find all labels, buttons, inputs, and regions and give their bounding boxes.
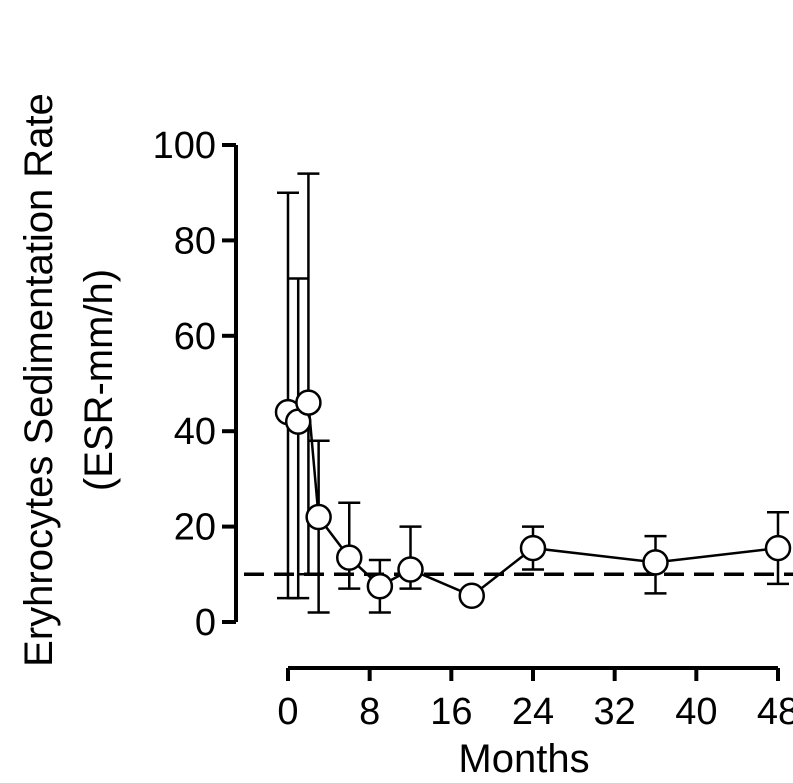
x-axis-title: Months xyxy=(458,737,589,778)
x-tick-label: 48 xyxy=(757,691,793,733)
error-bars xyxy=(277,172,789,614)
y-tick-label: 100 xyxy=(153,125,216,167)
data-point xyxy=(458,582,485,610)
x-tick-label: 8 xyxy=(359,691,380,733)
data-point xyxy=(764,534,792,562)
data-point xyxy=(397,556,424,583)
y-tick-label: 0 xyxy=(195,602,216,644)
x-axis: 0 8 16 24 32 40 48 xyxy=(277,666,793,733)
data-point xyxy=(305,503,332,531)
y-tick-label: 20 xyxy=(174,507,216,549)
x-tick-label: 24 xyxy=(512,691,554,733)
data-point xyxy=(642,549,669,576)
y-axis: 0 20 40 60 80 100 xyxy=(153,125,238,644)
data-point xyxy=(336,544,363,571)
data-markers xyxy=(274,389,792,610)
x-tick-label: 0 xyxy=(277,691,298,733)
y-tick-label: 40 xyxy=(174,411,216,453)
data-point xyxy=(366,572,394,600)
x-tick-label: 40 xyxy=(675,691,717,733)
y-tick-label: 80 xyxy=(174,220,216,262)
x-tick-label: 16 xyxy=(430,691,472,733)
data-point xyxy=(295,389,322,416)
y-tick-label: 60 xyxy=(174,316,216,358)
y-axis-title-line-1: Eryhrocytes Sedimentation Rate xyxy=(17,93,61,667)
x-tick-label: 32 xyxy=(594,691,636,733)
data-point xyxy=(519,534,547,562)
y-axis-title-line-2: (ESR-mm/h) xyxy=(77,269,121,491)
y-axis-title: Eryhrocytes Sedimentation Rate (ESR-mm/h… xyxy=(17,93,121,667)
